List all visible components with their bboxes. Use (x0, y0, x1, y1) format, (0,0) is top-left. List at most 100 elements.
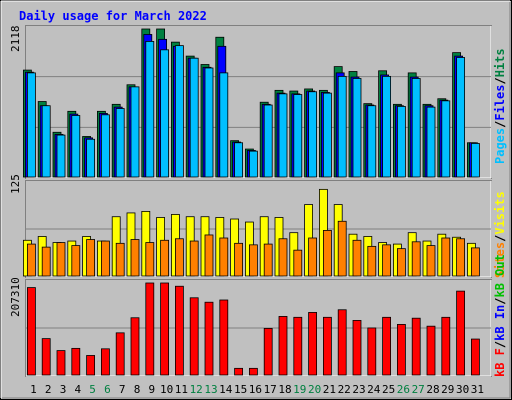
x-label-day-26: 26 (397, 383, 410, 396)
x-label-day-25: 25 (382, 383, 395, 396)
bar-sites-day-10 (160, 239, 170, 277)
bar-pages-day-6 (101, 114, 110, 178)
bar-kbf-day-22 (337, 309, 347, 376)
legend-hits: Hits (493, 48, 507, 77)
bar-kbf-day-1 (26, 287, 36, 376)
bar-sites-day-28 (426, 245, 436, 277)
panel-visits-ymax: 125 (9, 174, 22, 194)
x-label-day-16: 16 (249, 383, 262, 396)
bar-kbf-day-2 (41, 338, 51, 376)
bar-sites-day-31 (470, 247, 480, 277)
bar-sites-day-7 (115, 242, 125, 277)
x-label-day-4: 4 (74, 383, 81, 396)
panel-hits (25, 25, 492, 179)
bar-kbf-day-17 (263, 328, 273, 376)
chart-title: Daily usage for March 2022 (19, 9, 207, 23)
bar-sites-day-20 (308, 237, 318, 277)
x-label-day-28: 28 (426, 383, 439, 396)
bar-kbf-day-20 (308, 312, 318, 376)
bar-sites-day-4 (71, 245, 81, 277)
bar-kbf-day-7 (115, 332, 125, 376)
bar-sites-day-26 (396, 248, 406, 277)
bar-kbf-day-26 (396, 324, 406, 376)
bar-kbf-day-6 (101, 348, 110, 376)
bar-sites-day-6 (101, 240, 110, 277)
panel-kbytes-ymax: 207310 (9, 277, 22, 317)
bar-sites-day-8 (130, 239, 140, 277)
legend-visits-panel: Sites/Visits (493, 191, 507, 278)
bar-sites-day-19 (293, 249, 303, 277)
bar-pages-day-12 (189, 57, 199, 178)
bar-sites-day-2 (41, 246, 51, 277)
bar-kbf-day-5 (86, 355, 95, 376)
bar-sites-day-1 (26, 243, 36, 277)
bar-sites-day-30 (456, 238, 466, 277)
legend-sep-1: / (493, 121, 507, 128)
bar-kbf-day-30 (456, 290, 466, 376)
bar-pages-day-25 (382, 75, 392, 178)
bar-pages-day-1 (26, 72, 36, 178)
bar-kbf-day-28 (426, 325, 436, 376)
bar-pages-day-27 (411, 78, 421, 178)
x-label-day-6: 6 (104, 383, 111, 396)
x-label-day-13: 13 (204, 383, 217, 396)
bar-pages-day-24 (367, 105, 377, 178)
x-label-day-19: 19 (293, 383, 306, 396)
x-label-day-1: 1 (30, 383, 37, 396)
bar-pages-day-14 (219, 72, 229, 178)
bar-sites-day-5 (86, 239, 95, 277)
x-label-day-27: 27 (412, 383, 425, 396)
bar-sites-day-3 (56, 242, 66, 277)
x-label-day-5: 5 (89, 383, 96, 396)
x-label-day-8: 8 (134, 383, 141, 396)
bar-pages-day-29 (441, 100, 451, 178)
bar-kbf-day-14 (219, 299, 229, 376)
legend-kbin: kB In (493, 305, 507, 341)
bar-kbf-day-24 (367, 327, 377, 376)
bar-sites-day-18 (278, 238, 288, 277)
bar-sites-day-16 (248, 244, 258, 277)
panel-hits-ymax: 2118 (9, 26, 22, 53)
bar-sites-day-14 (219, 237, 229, 277)
bar-pages-day-11 (174, 45, 184, 178)
bar-sites-day-13 (204, 234, 214, 277)
bar-kbf-day-15 (234, 367, 244, 376)
bar-kbf-day-31 (470, 338, 480, 376)
x-label-day-14: 14 (219, 383, 233, 396)
x-label-day-2: 2 (45, 383, 52, 396)
bar-kbf-day-27 (411, 317, 421, 376)
x-label-day-12: 12 (190, 383, 203, 396)
bar-kbf-day-29 (441, 316, 451, 376)
panel-kbytes-bars (26, 282, 480, 376)
bar-sites-day-24 (367, 245, 377, 277)
bar-kbf-day-21 (322, 316, 332, 376)
legend-pages: Pages (493, 128, 507, 164)
legend-files: Files (493, 85, 507, 121)
bar-kbf-day-13 (204, 301, 214, 376)
legend-sites: Sites (493, 242, 507, 278)
x-label-day-18: 18 (278, 383, 291, 396)
x-label-day-20: 20 (308, 383, 321, 396)
legend-hits-panel: Pages/Files/Hits (493, 48, 507, 164)
bar-kbf-day-25 (382, 316, 392, 376)
bar-sites-day-12 (189, 240, 199, 277)
x-label-day-23: 23 (352, 383, 365, 396)
x-label-day-15: 15 (234, 383, 247, 396)
x-label-day-17: 17 (264, 383, 277, 396)
legend-visits: Visits (493, 191, 507, 234)
bar-kbf-day-12 (189, 297, 199, 376)
bar-pages-day-16 (248, 150, 258, 178)
bar-sites-day-21 (322, 229, 332, 277)
bar-kbf-day-9 (145, 282, 155, 376)
bar-sites-day-11 (174, 238, 184, 277)
x-label-day-7: 7 (119, 383, 126, 396)
bar-kbf-day-23 (352, 320, 362, 376)
bar-pages-day-13 (204, 67, 214, 178)
bar-kbf-day-10 (160, 282, 170, 376)
bar-pages-day-31 (470, 143, 480, 178)
bar-pages-day-4 (71, 115, 81, 178)
bar-pages-day-22 (337, 75, 347, 178)
x-label-day-30: 30 (456, 383, 469, 396)
